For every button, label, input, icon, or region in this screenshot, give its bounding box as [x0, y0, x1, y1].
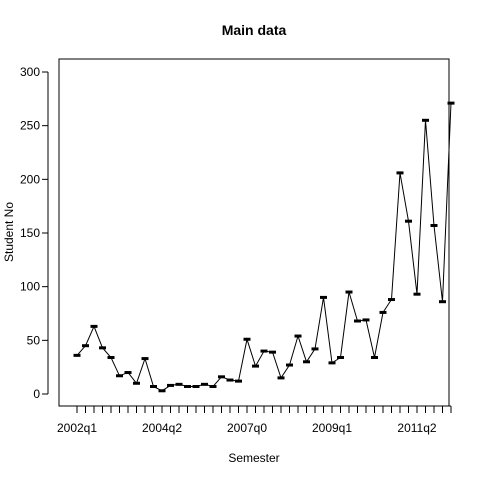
x-axis: 2002q12004q22007q02009q12011q22014q02016…	[57, 405, 452, 435]
x-tick-label: 2009q1	[312, 421, 352, 435]
y-axis-label: Student No	[2, 202, 16, 262]
y-tick-label: 150	[20, 226, 40, 240]
x-tick-label: 2002q1	[57, 421, 97, 435]
y-tick-label: 250	[20, 119, 40, 133]
series-line	[76, 103, 452, 392]
y-tick-label: 200	[20, 172, 40, 186]
y-tick-label: 50	[27, 333, 41, 347]
y-tick-label: 0	[33, 387, 40, 401]
x-tick-label: 2004q2	[142, 421, 182, 435]
plot-frame	[58, 58, 450, 407]
x-axis-label: Semester	[228, 451, 279, 465]
y-tick-label: 300	[20, 65, 40, 79]
y-axis: 0 50 100 150 200 250 300	[20, 65, 49, 401]
plot-area	[73, 101, 455, 393]
x-tick-label: 2011q2	[397, 421, 436, 435]
x-tick-label: 2007q0	[227, 421, 267, 435]
y-tick-label: 100	[20, 280, 40, 294]
chart-title: Main data	[222, 22, 287, 38]
